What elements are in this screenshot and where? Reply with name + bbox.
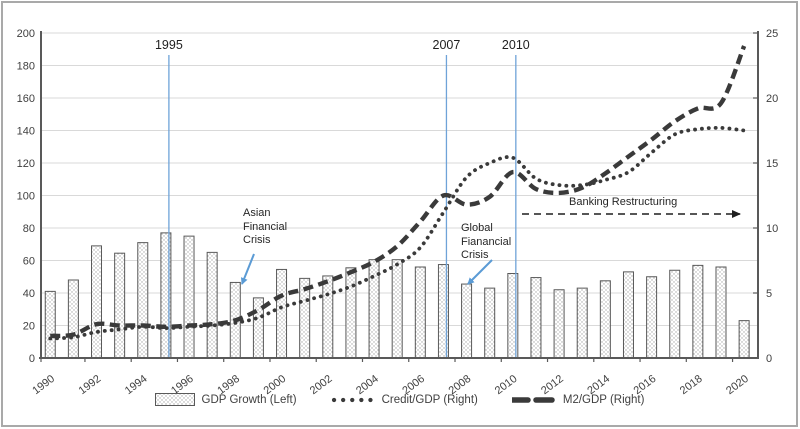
left-axis-tick-label: 160 [17,93,35,105]
bar-2011 [530,277,542,359]
annotation-global-financial-crisis: Global Fianancial Crisis [461,222,512,261]
bar-1996 [183,235,195,359]
right-axis-tick-label: 0 [766,353,772,365]
bar-1990 [44,290,56,359]
left-axis-tick-label: 60 [23,255,35,267]
legend-label-gdp-growth: GDP Growth (Left) [201,393,297,406]
bar-1993 [114,252,126,359]
left-axis-tick-label: 140 [17,125,35,137]
left-axis-tick-label: 120 [17,158,35,170]
bar-2013 [576,287,588,359]
bar-2012 [553,289,565,359]
bar-2017 [669,269,681,359]
bars-gdp-growth [44,232,750,359]
bar-2006 [414,266,426,359]
bar-2002 [322,275,334,359]
bar-2008 [461,283,473,359]
bar-2016 [646,276,658,359]
annotation-asian-financial-crisis: Asian Financial Crisis [243,207,288,246]
right-axis-tick-label: 10 [766,223,778,235]
legend-label-m2-gdp: M2/GDP (Right) [562,393,645,406]
m2-gdp-dashed-swatch-icon [511,396,556,403]
line-credit-gdp [48,125,747,341]
x-axis-ticks [40,32,758,362]
left-axis-tick-label: 20 [23,320,35,332]
bar-2000 [276,268,288,359]
bar-1992 [91,245,103,359]
bar-2014 [599,280,611,359]
event-label-2007: 2007 [432,38,461,52]
right-axis-tick-label: 20 [766,93,778,105]
left-axis-tick-label: 200 [17,28,35,40]
bar-1994 [137,242,149,359]
left-axis-tick-label: 100 [17,190,35,202]
bar-2018 [692,264,704,359]
left-axis-tick-label: 40 [23,288,35,300]
event-label-1995: 1995 [154,38,183,52]
right-axis-tick-label: 5 [766,288,772,300]
right-axis-tick-label: 25 [766,28,778,40]
legend-item-m2-gdp: M2/GDP (Right) [511,393,645,406]
chart-canvas: 0 20 40 60 80 100 120 140 160 180 200 0 5 10 15 20 25 199… [17,28,779,397]
bar-1991 [67,279,79,359]
credit-gdp-dotted-swatch-icon [331,397,375,402]
chart-legend: GDP Growth (Left) Credit/GDP (Right) M2/… [3,393,796,406]
arrow-asian-financial-crisis [240,253,255,285]
bar-2020 [738,320,750,359]
legend-item-credit-gdp: Credit/GDP (Right) [331,394,478,406]
legend-item-gdp-growth: GDP Growth (Left) [154,393,297,406]
legend-label-credit-gdp: Credit/GDP (Right) [381,393,478,406]
bar-1997 [206,251,218,359]
bar-2015 [622,271,634,359]
bar-2019 [715,266,727,359]
bar-2005 [391,259,403,359]
left-axis-tick-label: 0 [29,353,35,365]
gdp-growth-bar-swatch-icon [154,393,195,406]
event-label-2010: 2010 [501,38,530,52]
left-axis-tick-label: 180 [17,60,35,72]
bar-2003 [345,267,357,359]
left-axis-tick-label: 80 [23,223,35,235]
bar-2009 [484,287,496,359]
arrow-global-financial-crisis [467,259,493,285]
right-axis-tick-label: 15 [766,158,778,170]
annotation-banking-restructuring: Banking Restructuring [569,196,678,208]
